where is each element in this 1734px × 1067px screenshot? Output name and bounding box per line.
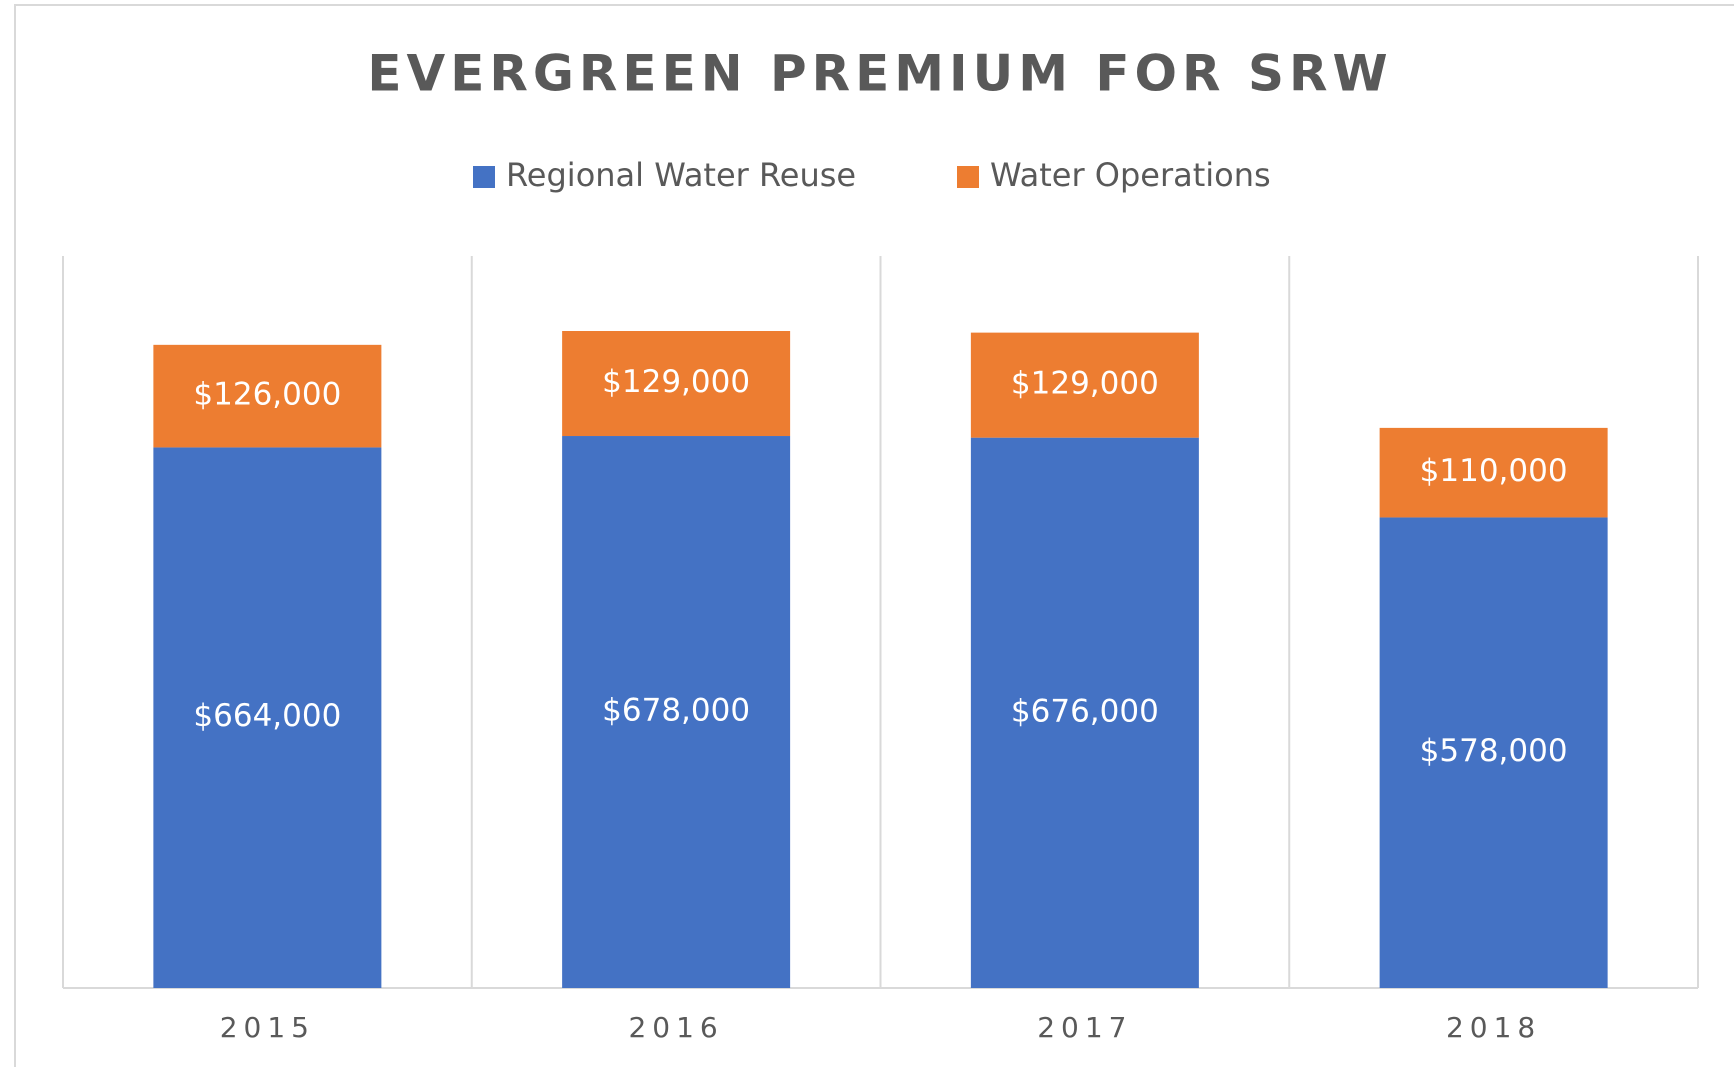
bar-segment — [153, 344, 382, 448]
x-tick-label: 2015 — [220, 1011, 315, 1044]
x-tick-label: 2017 — [1037, 1011, 1132, 1044]
x-tick-label: 2018 — [1446, 1011, 1541, 1044]
data-label: $126,000 — [193, 377, 341, 413]
legend-swatch — [473, 166, 495, 188]
data-label: $578,000 — [1420, 733, 1568, 769]
bar-segment — [970, 437, 1199, 989]
legend-label: Water Operations — [990, 156, 1271, 194]
bar-segment — [970, 332, 1199, 438]
data-label: $129,000 — [1011, 366, 1159, 402]
legend-label: Regional Water Reuse — [506, 156, 856, 194]
bar-segment — [1379, 517, 1608, 988]
data-label: $129,000 — [602, 364, 750, 400]
chart-title: EVERGREEN PREMIUM FOR SRW — [367, 45, 1392, 103]
x-tick-label: 2016 — [628, 1011, 723, 1044]
bar-segment — [1379, 427, 1608, 518]
data-label: $678,000 — [602, 693, 750, 729]
bar-segment — [562, 436, 791, 988]
bar-segment — [153, 447, 382, 989]
bar-segment — [562, 331, 791, 437]
data-label: $664,000 — [193, 698, 341, 734]
data-label: $110,000 — [1420, 453, 1568, 489]
data-label: $676,000 — [1011, 693, 1159, 729]
legend-swatch — [957, 166, 979, 188]
